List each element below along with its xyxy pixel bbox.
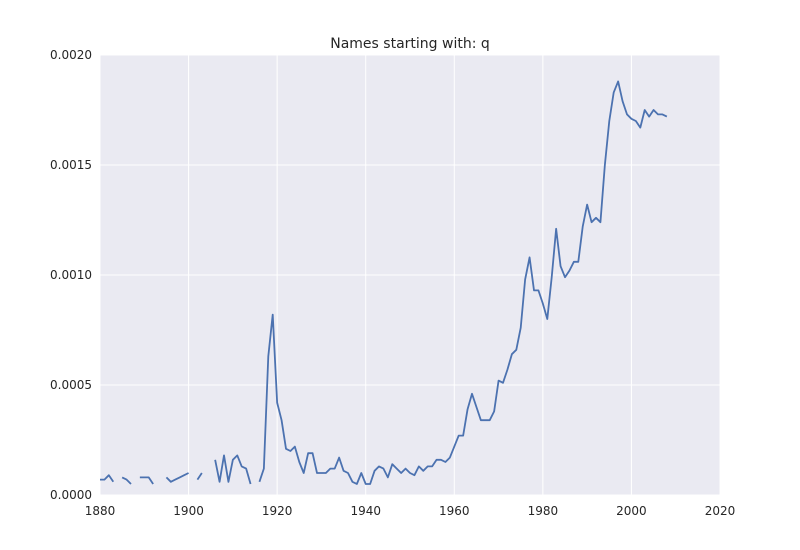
x-tick-label: 1960 bbox=[439, 504, 470, 518]
x-tick-label: 1980 bbox=[528, 504, 559, 518]
x-tick-label: 1920 bbox=[262, 504, 293, 518]
x-tick-label: 1900 bbox=[173, 504, 204, 518]
chart-title: Names starting with: q bbox=[330, 36, 490, 52]
x-tick-label: 2020 bbox=[705, 504, 736, 518]
x-tick-label: 1940 bbox=[350, 504, 381, 518]
y-tick-label: 0.0010 bbox=[50, 268, 92, 282]
x-axis: 1880 1900 1920 1940 1960 1980 2000 2020 bbox=[85, 504, 736, 518]
x-tick-label: 2000 bbox=[616, 504, 647, 518]
y-tick-label: 0.0005 bbox=[50, 378, 92, 392]
grid-lines bbox=[99, 54, 721, 496]
y-tick-label: 0.0015 bbox=[50, 158, 92, 172]
x-tick-label: 1880 bbox=[85, 504, 116, 518]
y-tick-label: 0.0020 bbox=[50, 48, 92, 62]
y-tick-label: 0.0000 bbox=[50, 488, 92, 502]
series-group bbox=[100, 80, 668, 485]
series-line bbox=[100, 80, 668, 485]
y-axis: 0.0000 0.0005 0.0010 0.0015 0.0020 bbox=[50, 48, 92, 502]
